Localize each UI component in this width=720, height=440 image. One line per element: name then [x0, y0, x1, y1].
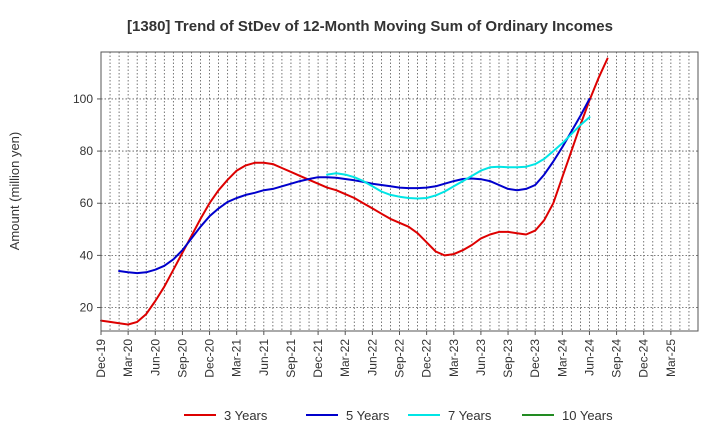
x-tick-label: Mar-22: [338, 339, 352, 377]
x-tick-label: Dec-24: [637, 339, 651, 378]
legend-label-3-years: 3 Years: [224, 408, 268, 423]
legend-label-10-years: 10 Years: [562, 408, 613, 423]
x-tick-label: Sep-24: [610, 339, 624, 378]
x-axis-ticks: Dec-19 Mar-20 Jun-20 Sep-20 Dec-20 Mar-21 Jun-…: [94, 331, 678, 378]
y-tick-label: 60: [80, 196, 94, 210]
x-tick-label: Dec-22: [420, 339, 434, 378]
plot-frame: [100, 51, 699, 332]
y-tick-label: 100: [73, 92, 93, 106]
y-axis-ticks: 20 40 60 80 100: [73, 92, 101, 315]
series-layer: [100, 57, 609, 326]
x-tick-label: Jun-24: [582, 339, 596, 376]
y-tick-label: 80: [80, 144, 94, 158]
legend-label-5-years: 5 Years: [346, 408, 390, 423]
x-tick-label: Jun-23: [474, 339, 488, 376]
x-tick-label: Jun-21: [257, 339, 271, 376]
x-tick-label: Mar-23: [447, 339, 461, 377]
series-line-7-years: [326, 116, 591, 200]
x-tick-label: Sep-20: [175, 339, 189, 378]
series-line-5-years: [118, 97, 591, 275]
grid-layer: [101, 52, 698, 331]
x-tick-label: Jun-20: [148, 339, 162, 376]
x-tick-label: Dec-21: [311, 339, 325, 378]
x-tick-label: Jun-22: [365, 339, 379, 376]
x-tick-label: Dec-23: [528, 339, 542, 378]
y-axis-label: Amount (million yen): [7, 132, 22, 251]
y-tick-label: 40: [80, 248, 94, 262]
x-tick-label: Mar-24: [555, 339, 569, 377]
y-tick-label: 20: [80, 301, 94, 315]
x-tick-label: Dec-20: [203, 339, 217, 378]
x-tick-label: Sep-23: [501, 339, 515, 378]
x-tick-label: Sep-22: [393, 339, 407, 378]
x-tick-label: Dec-19: [94, 339, 108, 378]
legend: 3 Years 5 Years 7 Years 10 Years: [184, 408, 613, 423]
x-tick-label: Sep-21: [284, 339, 298, 378]
chart-title: [1380] Trend of StDev of 12-Month Moving…: [127, 18, 613, 35]
x-tick-label: Mar-20: [121, 339, 135, 377]
legend-label-7-years: 7 Years: [448, 408, 492, 423]
x-tick-label: Mar-21: [230, 339, 244, 377]
x-tick-label: Mar-25: [664, 339, 678, 377]
